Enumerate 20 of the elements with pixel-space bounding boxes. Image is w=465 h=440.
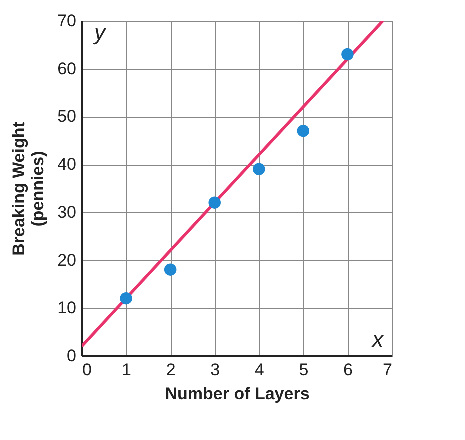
y-tick-label: 30 <box>58 202 76 222</box>
y-axis-title: Breaking Weight (pennies) <box>10 122 48 256</box>
x-tick-label: 6 <box>343 360 353 380</box>
y-tick-label: 20 <box>58 250 76 270</box>
y-tick-label: 70 <box>58 12 76 30</box>
annotation: x <box>372 327 384 352</box>
y-tick-label: 40 <box>58 155 76 174</box>
y-tick-label: 10 <box>58 298 76 318</box>
x-tick-label: 4 <box>254 360 264 380</box>
x-tick-label: 7 <box>383 360 392 380</box>
x-tick-label: 5 <box>299 360 309 380</box>
x-tick-label: 0 <box>82 360 92 380</box>
y-tick-label: 50 <box>58 107 76 126</box>
y-tick-label: 0 <box>67 346 76 366</box>
annotation: y <box>92 20 108 45</box>
x-tick-label: 1 <box>122 360 132 380</box>
x-tick-label: 2 <box>166 360 176 380</box>
x-tick-label: 3 <box>210 360 220 380</box>
x-axis-title: Number of Layers <box>165 384 310 404</box>
y-tick-label: 60 <box>58 59 76 78</box>
